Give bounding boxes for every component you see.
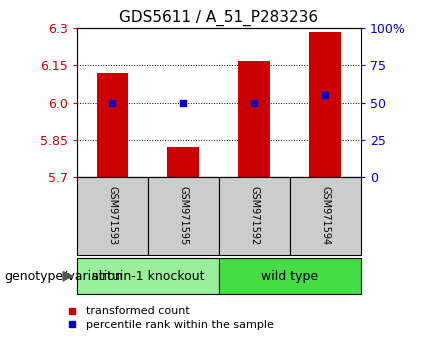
Text: wild type: wild type <box>261 270 319 282</box>
Bar <box>309 32 341 177</box>
Bar <box>219 258 361 294</box>
Text: GSM971594: GSM971594 <box>320 186 330 246</box>
Text: GSM971593: GSM971593 <box>107 186 117 246</box>
Text: GSM971595: GSM971595 <box>179 186 188 246</box>
Bar <box>148 177 219 255</box>
Bar <box>290 177 361 255</box>
Bar <box>168 147 199 177</box>
Bar <box>77 177 148 255</box>
Bar <box>219 177 290 255</box>
Title: GDS5611 / A_51_P283236: GDS5611 / A_51_P283236 <box>119 9 319 25</box>
Bar <box>238 61 270 177</box>
Text: sirtuin-1 knockout: sirtuin-1 knockout <box>92 270 204 282</box>
Bar <box>96 73 128 177</box>
Bar <box>77 258 219 294</box>
Text: GSM971592: GSM971592 <box>249 186 259 246</box>
Legend: transformed count, percentile rank within the sample: transformed count, percentile rank withi… <box>61 307 274 330</box>
Text: genotype/variation: genotype/variation <box>4 270 123 282</box>
